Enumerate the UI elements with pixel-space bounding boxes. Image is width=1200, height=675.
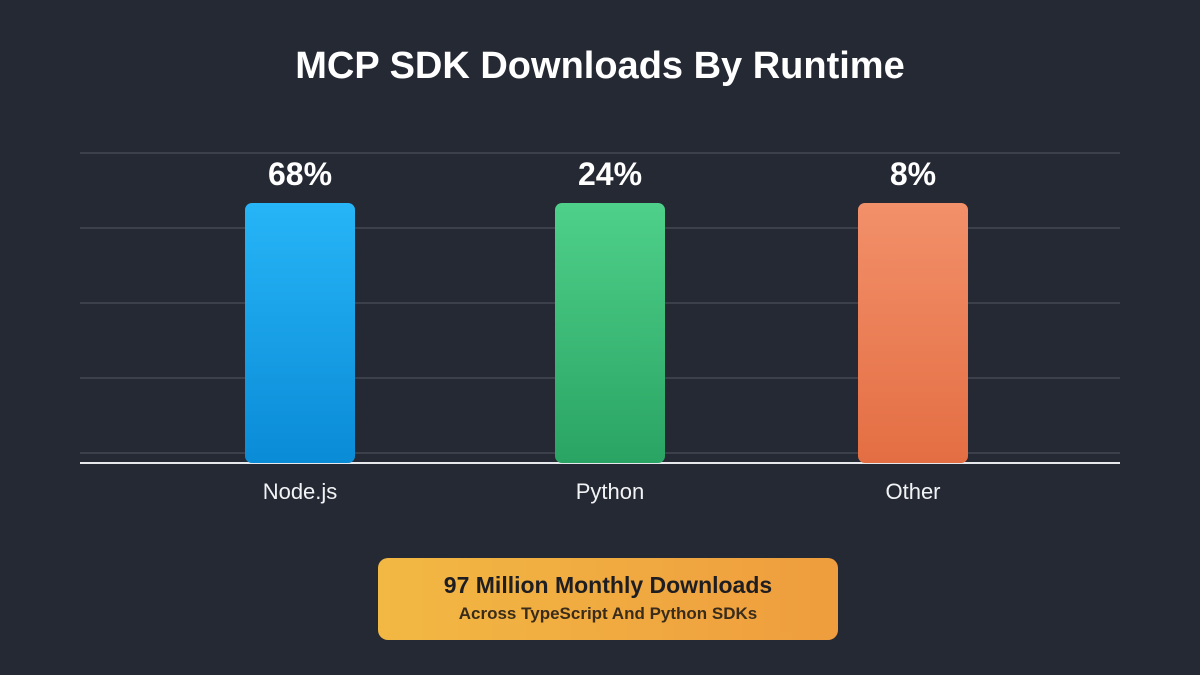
callout-headline: 97 Million Monthly Downloads	[443, 572, 773, 598]
value-label: 68%	[268, 156, 332, 192]
bar-other	[858, 203, 968, 463]
callout-subtext: Across TypeScript And Python SDKs	[458, 604, 758, 623]
bars	[245, 203, 968, 463]
category-label: Python	[576, 479, 645, 504]
chart-title: MCP SDK Downloads By Runtime	[295, 45, 905, 87]
value-label: 8%	[890, 156, 936, 192]
value-label: 24%	[578, 156, 642, 192]
category-label: Other	[885, 479, 940, 504]
labels: 68% Node.js 24% Python 8% Other	[263, 156, 941, 504]
bar-python	[555, 203, 665, 463]
category-label: Node.js	[263, 479, 338, 504]
bar-node-js	[245, 203, 355, 463]
downloads-callout: 97 Million Monthly Downloads Across Type…	[378, 558, 838, 640]
